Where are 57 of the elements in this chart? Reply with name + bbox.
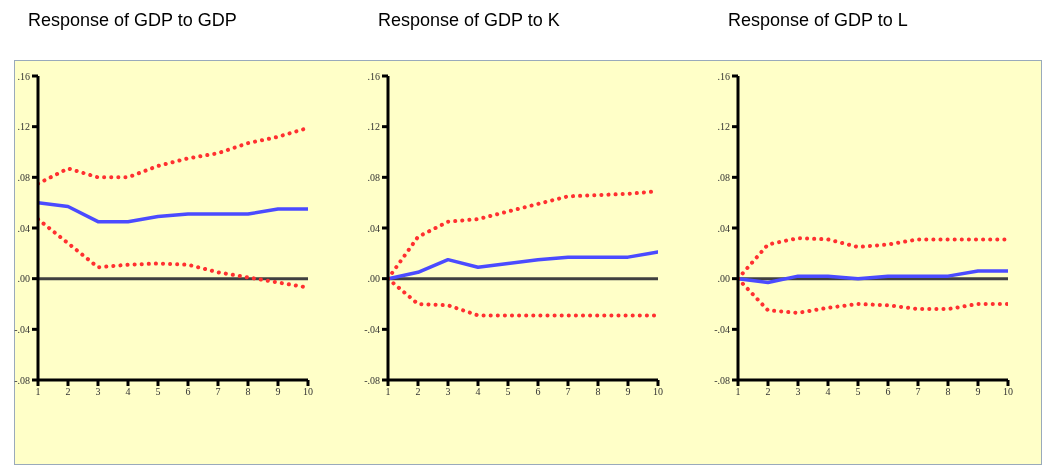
x-tick-label: 3: [795, 386, 801, 398]
y-tick-label: -.04: [14, 323, 30, 335]
chart-title: Response of GDP to GDP: [28, 10, 237, 31]
chart-title: Response of GDP to K: [378, 10, 560, 31]
x-tick-label: 1: [385, 386, 391, 398]
x-tick-label: 4: [125, 386, 131, 398]
x-tick-label: 8: [245, 386, 251, 398]
x-tick-label: 8: [945, 386, 951, 398]
y-tick-label: .08: [17, 171, 30, 183]
chart-title: Response of GDP to L: [728, 10, 908, 31]
x-tick-label: 5: [505, 386, 511, 398]
x-tick-label: 7: [915, 386, 921, 398]
line-series: [388, 250, 658, 281]
x-tick-label: 6: [885, 386, 891, 398]
y-tick-label: -.04: [364, 323, 380, 335]
x-tick-label: 3: [445, 386, 451, 398]
y-tick-label: .04: [367, 222, 380, 234]
x-tick-label: 10: [1003, 386, 1013, 398]
y-tick-label: -.08: [364, 374, 380, 386]
x-tick-label: 2: [65, 386, 71, 398]
line-series: [738, 269, 1008, 285]
x-tick-label: 7: [565, 386, 571, 398]
y-tick-label: .12: [17, 121, 30, 133]
x-tick-label: 5: [155, 386, 161, 398]
x-tick-label: 9: [275, 386, 281, 398]
x-tick-label: 7: [215, 386, 221, 398]
x-tick-label: 1: [35, 386, 41, 398]
y-tick-label: .16: [717, 70, 730, 82]
x-tick-label: 4: [475, 386, 481, 398]
y-tick-label: .04: [17, 222, 30, 234]
y-tick-label: -.04: [714, 323, 730, 335]
y-tick-label: .00: [17, 273, 30, 285]
y-tick-label: .04: [717, 222, 730, 234]
x-tick-label: 9: [625, 386, 631, 398]
x-tick-label: 1: [735, 386, 741, 398]
line-series: [38, 200, 308, 224]
x-tick-label: 9: [975, 386, 981, 398]
x-tick-label: 2: [765, 386, 771, 398]
y-tick-label: .08: [367, 171, 380, 183]
y-tick-label: .00: [717, 273, 730, 285]
x-tick-label: 4: [825, 386, 831, 398]
x-tick-label: 8: [595, 386, 601, 398]
x-tick-label: 6: [185, 386, 191, 398]
x-tick-label: 6: [535, 386, 541, 398]
y-tick-label: .16: [367, 70, 380, 82]
y-tick-label: -.08: [14, 374, 30, 386]
y-tick-label: .12: [717, 121, 730, 133]
y-tick-label: -.08: [714, 374, 730, 386]
x-tick-label: 10: [653, 386, 663, 398]
y-tick-label: .08: [717, 171, 730, 183]
y-tick-label: .00: [367, 273, 380, 285]
y-tick-label: .12: [367, 121, 380, 133]
x-tick-label: 2: [415, 386, 421, 398]
x-tick-label: 10: [303, 386, 313, 398]
x-tick-label: 3: [95, 386, 101, 398]
y-tick-label: .16: [17, 70, 30, 82]
x-tick-label: 5: [855, 386, 861, 398]
